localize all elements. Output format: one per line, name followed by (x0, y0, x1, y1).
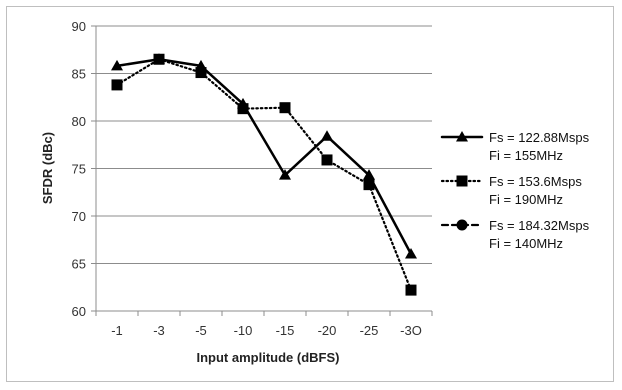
series-2-point (363, 179, 375, 191)
y-axis-title: SFDR (dBc) (40, 132, 55, 204)
legend-label-line2: Fi = 155MHz (489, 148, 563, 163)
series-1 (111, 53, 417, 259)
chart-frame (6, 6, 614, 382)
series-2-point (153, 53, 165, 65)
grid-lines (96, 25, 432, 264)
legend-swatch-marker (456, 175, 468, 187)
series-layer (111, 53, 417, 296)
legend-label-line2: Fi = 190MHz (489, 192, 563, 207)
series-1-point (363, 169, 375, 180)
x-tick-label: -3 (153, 323, 165, 338)
series-2 (111, 53, 417, 296)
series-1-point (111, 59, 123, 71)
series-1-point (405, 248, 417, 259)
x-tick-label: -1 (111, 323, 123, 338)
x-tick-label: -25 (360, 323, 379, 338)
legend-label-line1: Fs = 122.88Msps (489, 130, 590, 145)
legend-item-2: Fs = 153.6Msps Fi = 190MHz (440, 174, 582, 207)
x-tick-label: -5 (195, 323, 207, 338)
series-2-point (279, 102, 291, 114)
y-tick-label: 70 (72, 209, 86, 224)
x-tick-label: -15 (276, 323, 295, 338)
y-tick-label: 85 (72, 67, 86, 82)
x-tick-label: -3O (400, 323, 422, 338)
x-tick-label: -20 (318, 323, 337, 338)
legend-item-3: Fs = 184.32Msps Fi = 140MHz (440, 218, 590, 251)
legend-label-line1: Fs = 184.32Msps (489, 218, 590, 233)
legend-item-1: Fs = 122.88Msps Fi = 155MHz (440, 130, 590, 163)
x-tick-labels: -1 -3 -5 -10 -15 -20 -25 -3O (111, 323, 422, 338)
series-2-point (195, 67, 207, 79)
legend: Fs = 122.88Msps Fi = 155MHz Fs = 153.6Msps… (440, 130, 590, 251)
series-2-point (321, 154, 333, 166)
x-tick-label: -10 (234, 323, 253, 338)
legend-swatch-marker (456, 219, 468, 231)
series-2-line (115, 58, 413, 292)
y-tick-label: 60 (72, 304, 86, 319)
series-2-point (237, 103, 249, 115)
y-tick-label: 65 (72, 257, 86, 272)
axes (91, 25, 433, 316)
legend-label-line2: Fi = 140MHz (489, 236, 563, 251)
series-2-point (405, 284, 417, 296)
series-1-point (321, 130, 333, 141)
y-tick-label: 75 (72, 162, 86, 177)
y-tick-label: 80 (72, 114, 86, 129)
series-2-point (111, 79, 123, 91)
y-tick-labels: 60 65 70 75 80 85 90 (72, 19, 86, 319)
series-1-point (279, 169, 291, 180)
legend-label-line1: Fs = 153.6Msps (489, 174, 582, 189)
series-1-line (115, 58, 413, 256)
y-tick-label: 90 (72, 19, 86, 34)
legend-swatch-marker (456, 131, 468, 142)
x-axis-title: Input amplitude (dBFS) (197, 350, 340, 365)
